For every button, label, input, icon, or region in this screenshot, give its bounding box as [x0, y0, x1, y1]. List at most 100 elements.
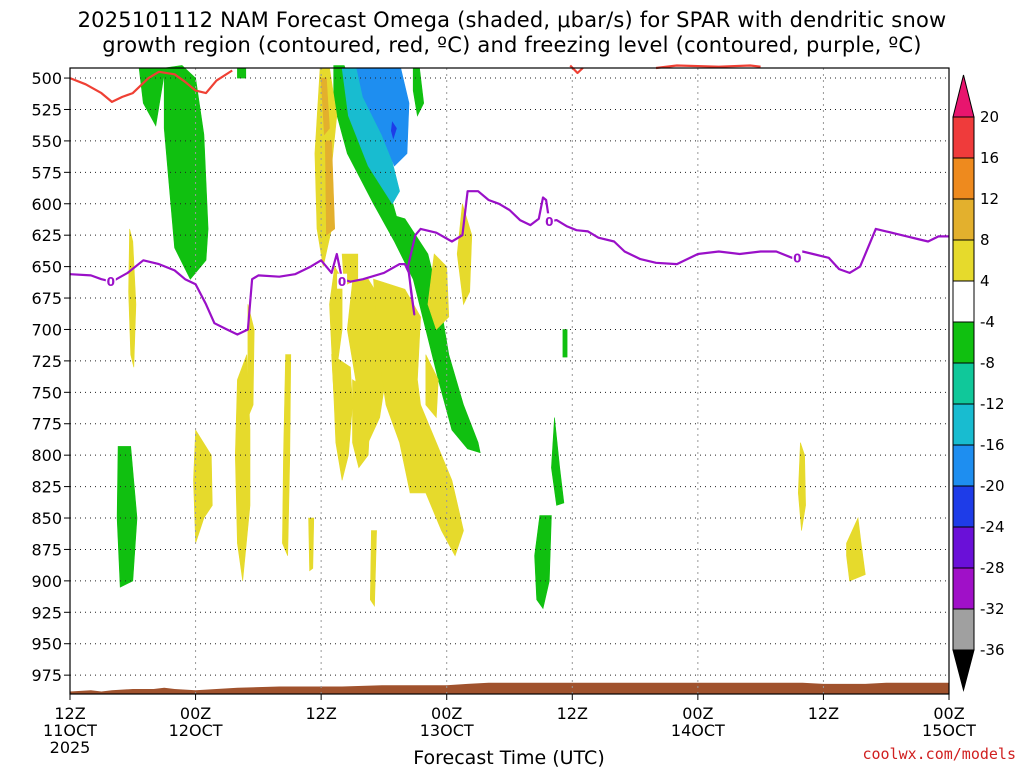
x-tick-label: 12Z [808, 704, 839, 723]
colorbar-segment-4 [952, 280, 975, 323]
colorbar-label: 16 [980, 149, 999, 167]
x-tick-year: 2025 [50, 738, 91, 757]
colorbar-segment-5 [952, 321, 975, 364]
omega-region-18 [331, 354, 353, 481]
y-tick-label: 550 [31, 132, 62, 151]
omega-region-3 [116, 446, 138, 588]
colorbar-segment-3 [952, 239, 975, 282]
colorbar-segment-0 [952, 116, 975, 159]
y-tick-label: 525 [31, 100, 62, 119]
x-tick-label: 00Z [933, 704, 964, 723]
credit-text: coolwx.com/models [862, 745, 1016, 763]
colorbar-label: -24 [980, 518, 1005, 536]
colorbar-label: -20 [980, 477, 1005, 495]
colorbar-segment-10 [952, 526, 975, 569]
y-tick-label: 925 [31, 603, 62, 622]
omega-region-11 [390, 121, 397, 140]
x-tick-label: 12Z [54, 704, 85, 723]
colorbar-segment-2 [952, 198, 975, 241]
omega-region-15 [324, 140, 336, 236]
y-tick-label: 675 [31, 289, 62, 308]
colorbar-segment-11 [952, 567, 975, 610]
y-tick-label: 825 [31, 478, 62, 497]
x-tick-date: 15OCT [922, 721, 976, 740]
y-tick-label: 650 [31, 258, 62, 277]
omega-region-6 [562, 329, 568, 358]
freezing-contour-label: 0 [545, 215, 553, 229]
omega-region-21 [425, 354, 439, 419]
chart-title-line1: 2025101112 NAM Forecast Omega (shaded, μ… [77, 8, 947, 32]
contours: 0 0 0 0 [69, 64, 949, 336]
colorbar-label: 20 [980, 108, 999, 126]
x-tick-label: 12Z [305, 704, 336, 723]
freezing-contour-label: 0 [338, 275, 346, 289]
omega-shading [116, 65, 866, 610]
colorbar-segment-1 [952, 157, 975, 200]
omega-region-10 [356, 67, 410, 167]
x-tick-label: 00Z [682, 704, 713, 723]
y-tick-label: 800 [31, 446, 62, 465]
y-tick-label: 875 [31, 540, 62, 559]
omega-region-31 [797, 442, 806, 531]
colorbar-top-arrow [952, 74, 975, 118]
plot-border [69, 67, 950, 695]
contour-label-bg [792, 249, 803, 265]
omega-region-22 [427, 253, 450, 331]
terrain-fill [70, 682, 949, 694]
colorbar-segment-12 [952, 608, 975, 651]
freezing-level-line [69, 190, 949, 336]
colorbar-segment-7 [952, 403, 975, 446]
omega-region-23 [456, 203, 473, 306]
colorbar-label: 4 [980, 272, 990, 290]
chart-title-line2: growth region (contoured, red, ºC) and f… [102, 33, 922, 57]
x-tick-label: 00Z [180, 704, 211, 723]
y-tick-label: 625 [31, 226, 62, 245]
colorbar-segment-9 [952, 485, 975, 528]
omega-region-30 [128, 228, 137, 368]
y-tick-label: 500 [31, 69, 62, 88]
contour-label-bg [544, 213, 555, 229]
dgz-contour-2 [655, 64, 761, 70]
y-tick-label: 975 [31, 666, 62, 685]
plot-frame [69, 67, 950, 695]
colorbar-label: -16 [980, 436, 1005, 454]
terrain-area [70, 682, 949, 694]
contour-label-bg [337, 273, 348, 289]
y-tick-label: 575 [31, 163, 62, 182]
plot-background [70, 68, 949, 694]
omega-region-2 [237, 67, 247, 79]
colorbar-label: -8 [980, 354, 995, 372]
y-tick-label: 725 [31, 352, 62, 371]
colorbar-label: -36 [980, 641, 1005, 659]
omega-region-27 [282, 354, 292, 556]
x-axis-label: Forecast Time (UTC) [413, 747, 604, 768]
y-tick-label: 700 [31, 320, 62, 339]
colorbar-label: 12 [980, 190, 999, 208]
y-tick-label: 950 [31, 635, 62, 654]
omega-region-19 [352, 379, 372, 469]
colorbar-label: -12 [980, 395, 1005, 413]
freezing-contour-label: 0 [107, 275, 115, 289]
freezing-contour-label: 0 [793, 251, 801, 265]
omega-region-8 [534, 515, 552, 610]
x-tick-date: 13OCT [420, 721, 474, 740]
colorbar-label: -32 [980, 600, 1005, 618]
grid-lines [70, 68, 949, 694]
omega-region-25 [234, 354, 251, 581]
omega-region-26 [247, 304, 255, 418]
colorbar-label: -4 [980, 313, 995, 331]
colorbar-bottom-arrow [952, 649, 975, 692]
y-tick-label: 900 [31, 572, 62, 591]
x-tick-label: 00Z [431, 704, 462, 723]
y-axis: 500 525 550 575 600 625 650 675 700 725 750 775 800 8… [31, 69, 70, 685]
colorbar: 20 16 12 8 4 -4 -8 -12 -16 -20 -24 -28 -32 -36 [952, 74, 1005, 692]
x-tick-date: 11OCT [43, 721, 97, 740]
y-tick-label: 775 [31, 415, 62, 434]
colorbar-label: -28 [980, 559, 1005, 577]
x-tick-label: 12Z [557, 704, 588, 723]
omega-region-7 [551, 417, 565, 506]
x-tick-date: 14OCT [671, 721, 725, 740]
x-tick-date: 12OCT [169, 721, 223, 740]
omega-region-14 [320, 77, 330, 136]
